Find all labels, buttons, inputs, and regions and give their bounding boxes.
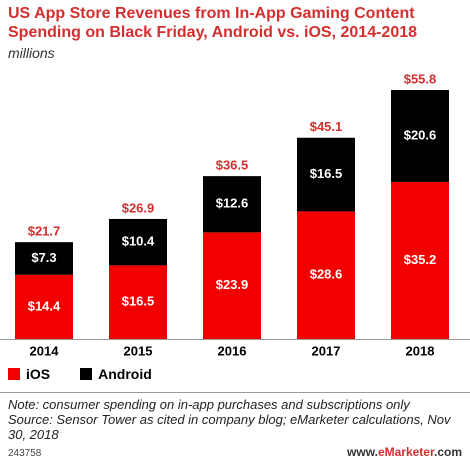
x-tick-label-2016: 2016	[218, 343, 247, 358]
source-text: Source: Sensor Tower as cited in company…	[8, 412, 451, 442]
note-text: Note: consumer spending on in-app purcha…	[8, 397, 410, 412]
bar-ios-2015	[109, 265, 167, 339]
brand-prefix: www.	[347, 445, 378, 459]
data-label-ios-2018: $35.2	[404, 252, 437, 267]
bar-android-2018	[391, 90, 449, 182]
brand-suffix: .com	[433, 445, 462, 459]
bar-ios-2014	[15, 274, 73, 339]
bar-android-2017	[297, 137, 355, 212]
total-label-2014: $21.7	[28, 224, 61, 239]
data-label-android-2018: $20.6	[404, 127, 437, 142]
chart-subtitle: millions	[8, 45, 55, 61]
data-label-android-2016: $12.6	[216, 196, 249, 211]
data-label-ios-2014: $14.4	[28, 298, 61, 313]
bar-android-2016	[203, 176, 261, 233]
data-label-ios-2017: $28.6	[310, 267, 343, 282]
x-tick-label-2018: 2018	[406, 343, 435, 358]
legend-swatch-ios	[8, 368, 20, 380]
bar-group	[0, 90, 470, 340]
data-label-ios-2016: $23.9	[216, 277, 249, 292]
legend-item-android: Android	[80, 366, 152, 382]
data-label-android-2014: $7.3	[31, 250, 56, 265]
data-label-android-2015: $10.4	[122, 234, 155, 249]
legend-item-ios: iOS	[8, 366, 50, 382]
chart-title: US App Store Revenues from In-App Gaming…	[8, 5, 418, 41]
legend-swatch-android	[80, 368, 93, 380]
data-label-ios-2015: $16.5	[122, 294, 155, 309]
x-tick-label-2015: 2015	[124, 343, 153, 358]
total-label-2018: $55.8	[404, 71, 437, 86]
chart-legend: iOS Android	[8, 366, 182, 382]
chart-id: 243758	[8, 448, 42, 459]
bar-ios-2016	[203, 232, 261, 339]
label-group: $14.4 $7.3 $21.7 2014 $16.5 $10.4 $26.9 2015 $23…	[28, 71, 437, 358]
data-label-android-2017: $16.5	[310, 166, 343, 181]
stacked-bar-chart: $14.4 $7.3 $21.7 2014 $16.5 $10.4 $26.9 2015 $23…	[0, 71, 470, 358]
legend-label-ios: iOS	[26, 366, 51, 382]
bar-ios-2018	[391, 181, 449, 339]
bar-ios-2017	[297, 211, 355, 339]
total-label-2016: $36.5	[216, 158, 249, 173]
chart-notes: Note: consumer spending on in-app purcha…	[8, 397, 468, 442]
footer-divider	[0, 392, 470, 393]
bar-android-2014	[15, 242, 73, 275]
x-tick-label-2017: 2017	[312, 343, 341, 358]
x-tick-label-2014: 2014	[30, 343, 60, 358]
total-label-2015: $26.9	[122, 200, 155, 215]
brand-logo[interactable]: www.eMarketer.com	[347, 445, 462, 459]
legend-label-android: Android	[98, 366, 152, 382]
brand-name: eMarketer	[377, 445, 434, 459]
bar-android-2015	[109, 218, 167, 266]
total-label-2017: $45.1	[310, 119, 343, 134]
